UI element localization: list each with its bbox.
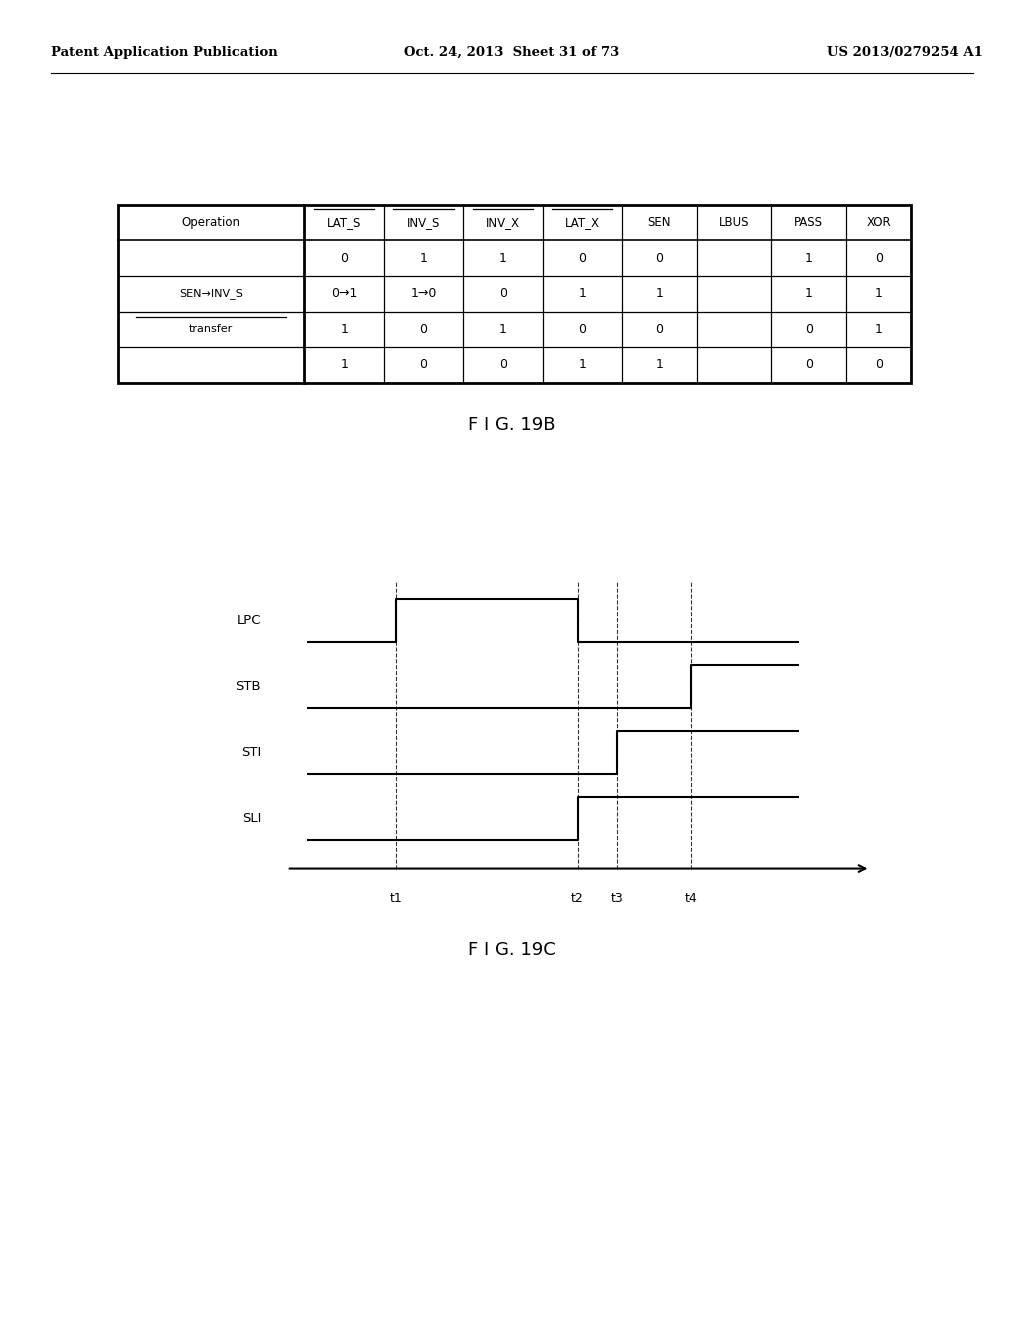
Text: STB: STB xyxy=(236,680,261,693)
Text: 0: 0 xyxy=(805,359,813,371)
Text: t4: t4 xyxy=(684,892,697,906)
Text: SLI: SLI xyxy=(242,812,261,825)
Text: 0: 0 xyxy=(420,359,428,371)
Text: STI: STI xyxy=(241,746,261,759)
Text: Operation: Operation xyxy=(181,216,241,228)
Text: 0: 0 xyxy=(655,252,664,264)
Text: 0: 0 xyxy=(499,288,507,300)
Bar xyxy=(118,205,911,383)
Text: 1→0: 1→0 xyxy=(411,288,436,300)
Text: 0→1: 0→1 xyxy=(331,288,357,300)
Text: 1: 1 xyxy=(579,288,586,300)
Text: 1: 1 xyxy=(655,288,664,300)
Text: 0: 0 xyxy=(655,323,664,335)
Text: SEN: SEN xyxy=(647,216,671,228)
Text: 0: 0 xyxy=(499,359,507,371)
Text: 1: 1 xyxy=(579,359,586,371)
Text: 1: 1 xyxy=(805,288,813,300)
Text: SEN→INV_S: SEN→INV_S xyxy=(179,288,243,300)
Text: 0: 0 xyxy=(805,323,813,335)
Text: 1: 1 xyxy=(874,323,883,335)
Text: LAT_S: LAT_S xyxy=(327,216,361,228)
Text: 1: 1 xyxy=(874,288,883,300)
Text: INV_S: INV_S xyxy=(407,216,440,228)
Text: 0: 0 xyxy=(579,323,587,335)
Text: F I G. 19B: F I G. 19B xyxy=(468,416,556,434)
Text: PASS: PASS xyxy=(795,216,823,228)
Text: 1: 1 xyxy=(805,252,813,264)
Text: INV_X: INV_X xyxy=(486,216,520,228)
Text: US 2013/0279254 A1: US 2013/0279254 A1 xyxy=(827,46,983,59)
Text: 0: 0 xyxy=(874,359,883,371)
Text: transfer: transfer xyxy=(189,325,233,334)
Text: 1: 1 xyxy=(499,323,507,335)
Text: LBUS: LBUS xyxy=(719,216,750,228)
Text: 1: 1 xyxy=(420,252,427,264)
Text: Oct. 24, 2013  Sheet 31 of 73: Oct. 24, 2013 Sheet 31 of 73 xyxy=(404,46,620,59)
Text: 1: 1 xyxy=(499,252,507,264)
Text: 0: 0 xyxy=(874,252,883,264)
Text: t3: t3 xyxy=(610,892,624,906)
Text: LAT_X: LAT_X xyxy=(565,216,600,228)
Text: 1: 1 xyxy=(655,359,664,371)
Text: Patent Application Publication: Patent Application Publication xyxy=(51,46,278,59)
Text: F I G. 19C: F I G. 19C xyxy=(468,941,556,960)
Text: 0: 0 xyxy=(340,252,348,264)
Text: 1: 1 xyxy=(340,323,348,335)
Text: t2: t2 xyxy=(571,892,584,906)
Text: 0: 0 xyxy=(420,323,428,335)
Text: 0: 0 xyxy=(579,252,587,264)
Text: LPC: LPC xyxy=(237,614,261,627)
Text: t1: t1 xyxy=(389,892,402,906)
Text: XOR: XOR xyxy=(866,216,891,228)
Text: 1: 1 xyxy=(340,359,348,371)
